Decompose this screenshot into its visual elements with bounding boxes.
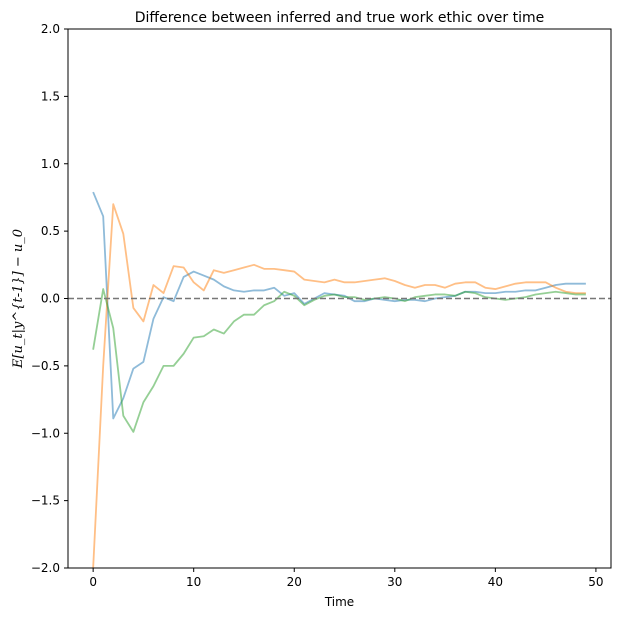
x-tick-label: 30 [387, 575, 402, 589]
x-axis-label: Time [324, 595, 354, 609]
y-tick-label: 1.0 [41, 157, 60, 171]
x-tick-label: 0 [89, 575, 97, 589]
y-axis: −2.0 −1.5 −1.0 −0.5 0.0 0.5 1.0 1.5 2.0 [31, 22, 68, 575]
y-tick-label: 0.5 [41, 224, 60, 238]
y-tick-label: 0.0 [41, 292, 60, 306]
x-tick-label: 40 [488, 575, 503, 589]
plot-area [68, 191, 611, 568]
series-line-3 [92, 288, 586, 433]
y-tick-label: −1.5 [31, 494, 60, 508]
series-line-1 [92, 191, 586, 420]
x-tick-label: 10 [186, 575, 201, 589]
y-tick-label: −2.0 [31, 561, 60, 575]
chart-title: Difference between inferred and true wor… [135, 10, 544, 26]
y-tick-label: 1.5 [41, 89, 60, 103]
x-tick-label: 50 [588, 575, 603, 589]
series-line-2 [92, 203, 586, 568]
y-tick-label: −0.5 [31, 359, 60, 373]
x-tick-label: 20 [287, 575, 302, 589]
y-tick-label: 2.0 [41, 22, 60, 36]
y-tick-label: −1.0 [31, 426, 60, 440]
x-axis: 0 10 20 30 40 50 [89, 568, 604, 589]
y-axis-label: E[u_t|y^{t-1}] − u_0 [11, 229, 26, 369]
